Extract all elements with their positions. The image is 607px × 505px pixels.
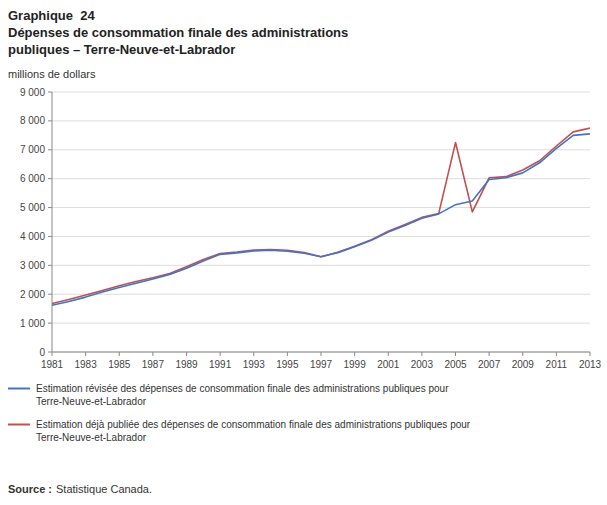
x-tick	[253, 352, 254, 356]
y-tick-label: 3 000	[20, 260, 45, 271]
x-tick	[522, 352, 523, 356]
y-tick	[48, 265, 52, 266]
y-tick	[48, 352, 52, 353]
x-tick-label: 2009	[512, 359, 535, 370]
y-tick	[48, 294, 52, 295]
x-tick-label: 1983	[75, 359, 98, 370]
x-tick	[388, 352, 389, 356]
legend: Estimation révisée des dépenses de conso…	[8, 383, 471, 443]
x-tick	[152, 352, 153, 356]
y-tick	[48, 92, 52, 93]
x-tick-label: 1987	[142, 359, 165, 370]
chart: Graphique 24 Dépenses de consommation fin…	[0, 0, 607, 505]
x-tick-label: 1985	[108, 359, 131, 370]
legend-label: Estimation déjà publiée des dépenses de …	[36, 419, 471, 443]
y-tick-label: 7 000	[20, 144, 45, 155]
grid-line	[52, 236, 590, 237]
x-tick-label: 2003	[411, 359, 434, 370]
y-tick-label: 2 000	[20, 289, 45, 300]
x-tick-label: 1995	[276, 359, 299, 370]
grid-line	[52, 352, 590, 353]
x-tick	[354, 352, 355, 356]
x-tick	[556, 352, 557, 356]
grid-line	[52, 178, 590, 179]
title: Graphique 24	[8, 8, 95, 23]
y-tick	[48, 178, 52, 179]
x-axis	[52, 352, 590, 353]
x-tick	[287, 352, 288, 356]
grid-line	[52, 149, 590, 150]
subtitle-line: publiques – Terre-Neuve-et-Labrador	[8, 42, 235, 57]
x-tick-label: 2007	[478, 359, 501, 370]
x-tick	[186, 352, 187, 356]
source-part: Source :	[8, 483, 52, 495]
background	[0, 0, 607, 505]
grid-line	[52, 294, 590, 295]
y-axis	[52, 92, 53, 352]
x-tick-label: 1989	[175, 359, 198, 370]
y-tick-label: 0	[39, 347, 45, 358]
legend-label-line: Estimation révisée des dépenses de conso…	[36, 383, 449, 394]
y-tick	[48, 207, 52, 208]
grid-line	[52, 92, 590, 93]
grid-line	[52, 120, 590, 121]
x-tick	[321, 352, 322, 356]
subtitle: Dépenses de consommation finale des admi…	[8, 25, 348, 57]
legend-swatch	[8, 424, 30, 426]
y-tick-label: 1 000	[20, 318, 45, 329]
y-tick-label: 6 000	[20, 173, 45, 184]
x-tick-label: 2001	[377, 359, 400, 370]
x-tick-label: 1997	[310, 359, 333, 370]
y-tick	[48, 120, 52, 121]
x-tick	[489, 352, 490, 356]
subtitle-line: Dépenses de consommation finale des admi…	[8, 25, 348, 40]
legend-label: Estimation révisée des dépenses de conso…	[36, 383, 449, 407]
legend-swatch	[8, 388, 30, 390]
x-tick-label: 2013	[579, 359, 602, 370]
x-tick-label: 2011	[546, 359, 568, 370]
x-tick-label: 2005	[444, 359, 467, 370]
x-tick	[455, 352, 456, 356]
legend-label-line: Terre-Neuve-et-Labrador	[36, 432, 147, 443]
series-line	[52, 134, 590, 305]
legend-label-line: Estimation déjà publiée des dépenses de …	[36, 419, 471, 430]
series-lines	[52, 128, 590, 305]
grid-line	[52, 265, 590, 266]
x-tick	[590, 352, 591, 356]
source-part: Statistique Canada.	[56, 483, 152, 495]
x-tick	[220, 352, 221, 356]
x-tick-label: 1993	[243, 359, 266, 370]
x-tick	[85, 352, 86, 356]
grid-line	[52, 323, 590, 324]
source: Source : Statistique Canada.	[8, 483, 152, 495]
y-tick-label: 5 000	[20, 202, 45, 213]
y-tick	[48, 149, 52, 150]
series-line	[52, 128, 590, 303]
y-tick-label: 8 000	[20, 115, 45, 126]
x-tick-label: 1981	[41, 359, 64, 370]
grid-line	[52, 207, 590, 208]
y-tick-label: 9 000	[20, 87, 45, 98]
x-tick	[119, 352, 120, 356]
x-tick-label: 1999	[344, 359, 367, 370]
y-axis-label: millions de dollars	[8, 68, 96, 80]
x-tick-label: 1991	[209, 359, 232, 370]
y-tick-label: 4 000	[20, 231, 45, 242]
x-tick	[52, 352, 53, 356]
legend-label-line: Terre-Neuve-et-Labrador	[36, 396, 147, 407]
y-tick	[48, 236, 52, 237]
y-tick	[48, 323, 52, 324]
y-grid	[52, 92, 590, 352]
x-tick	[421, 352, 422, 356]
